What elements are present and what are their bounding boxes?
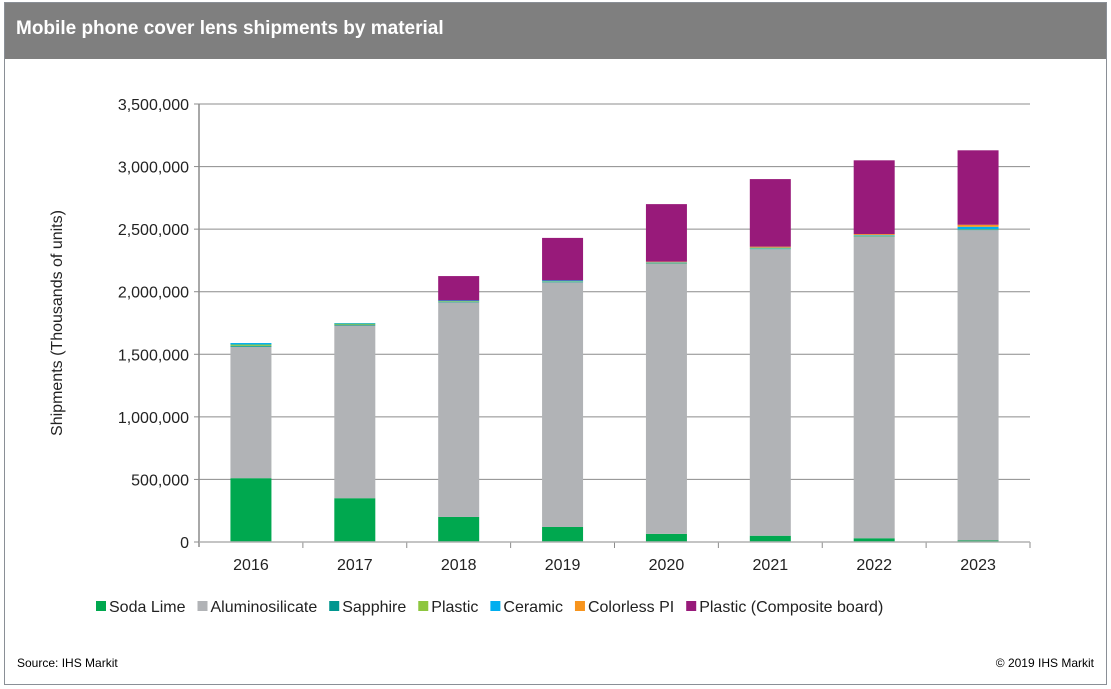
bar-segment — [542, 280, 584, 282]
bar-segment — [749, 248, 791, 249]
y-tick-label: 2,000,000 — [118, 285, 189, 302]
bar-segment — [230, 345, 272, 347]
bar-segment — [957, 224, 999, 227]
bar-segment — [957, 229, 999, 230]
bar-segment — [749, 247, 791, 249]
x-tick-label: 2016 — [233, 557, 269, 574]
bar-segment — [542, 281, 584, 282]
legend-label: Plastic — [431, 599, 478, 616]
legend-label: Soda Lime — [109, 599, 186, 616]
y-tick-label: 1,000,000 — [118, 410, 189, 427]
title-bar: Mobile phone cover lens shipments by mat… — [5, 3, 1106, 59]
y-tick-label: 3,500,000 — [118, 97, 189, 114]
source-note: Source: IHS Markit — [17, 656, 118, 670]
bar-segment — [749, 535, 791, 542]
legend-label: Ceramic — [503, 599, 563, 616]
bar-segment — [853, 235, 895, 237]
bar-segment — [853, 160, 895, 235]
bar-segment — [230, 343, 272, 345]
bar-segment — [230, 344, 272, 346]
y-tick-label: 3,000,000 — [118, 160, 189, 177]
bar-segment — [749, 179, 791, 247]
x-tick-label: 2022 — [856, 557, 892, 574]
x-tick-label: 2018 — [441, 557, 477, 574]
chart-title: Mobile phone cover lens shipments by mat… — [16, 18, 444, 39]
x-tick-label: 2017 — [337, 557, 373, 574]
copyright-note: © 2019 IHS Markit — [995, 656, 1094, 670]
y-tick-label: 500,000 — [131, 472, 189, 489]
legend-swatch — [490, 601, 501, 611]
bar-segment — [230, 478, 272, 542]
bar-segment — [957, 226, 999, 230]
bar-segment — [542, 282, 584, 527]
legend-swatch — [686, 601, 697, 611]
y-tick-label: 0 — [180, 535, 189, 552]
bar-segment — [438, 516, 480, 542]
bar-segment — [334, 323, 376, 324]
bar-segment — [230, 346, 272, 479]
bar-segment — [542, 237, 584, 281]
bar-segment — [957, 150, 999, 225]
bar-segment — [542, 281, 584, 283]
bar-segment — [749, 246, 791, 248]
bar-segment — [438, 302, 480, 517]
legend-swatch — [418, 601, 429, 611]
bar-segment — [334, 323, 376, 325]
bar-segment — [749, 248, 791, 250]
chart-frame: Mobile phone cover lens shipments by mat… — [4, 2, 1107, 685]
legend-swatch — [197, 601, 208, 611]
bar-segment — [438, 301, 480, 302]
legend-label: Plastic (Composite board) — [699, 599, 883, 616]
bar-segment — [645, 262, 687, 264]
legend-swatch — [96, 601, 106, 611]
bar-segment — [853, 236, 895, 237]
legend-swatch — [574, 601, 585, 611]
y-tick-label: 1,500,000 — [118, 347, 189, 364]
bar-segment — [645, 261, 687, 263]
bar-segment — [853, 236, 895, 539]
bar-segment — [957, 230, 999, 541]
bar-segment — [645, 263, 687, 534]
bar-segment — [645, 204, 687, 262]
bar-segment — [334, 325, 376, 499]
bar-segment — [645, 533, 687, 542]
bar-segment — [438, 301, 480, 303]
bar-segment — [957, 229, 999, 231]
bar-segment — [645, 262, 687, 263]
bar-segment — [853, 538, 895, 542]
x-tick-label: 2019 — [545, 557, 581, 574]
legend-label: Colorless PI — [588, 599, 674, 616]
bar-segment — [334, 324, 376, 326]
bar-segment — [438, 300, 480, 302]
bar-segment — [334, 498, 376, 542]
x-tick-label: 2020 — [649, 557, 685, 574]
bar-segment — [645, 263, 687, 264]
bar-segment — [853, 234, 895, 236]
bar-segment — [438, 276, 480, 301]
legend-label: Aluminosilicate — [211, 599, 318, 616]
x-tick-label: 2023 — [960, 557, 996, 574]
bar-segment — [749, 249, 791, 536]
bar-segment — [853, 235, 895, 236]
y-axis-title: Shipments (Thousands of units) — [49, 210, 66, 436]
y-tick-label: 2,500,000 — [118, 222, 189, 239]
bar-segment — [542, 526, 584, 542]
x-tick-label: 2021 — [753, 557, 789, 574]
legend-swatch — [329, 601, 340, 611]
bar-segment — [957, 540, 999, 542]
legend-label: Sapphire — [342, 599, 406, 616]
